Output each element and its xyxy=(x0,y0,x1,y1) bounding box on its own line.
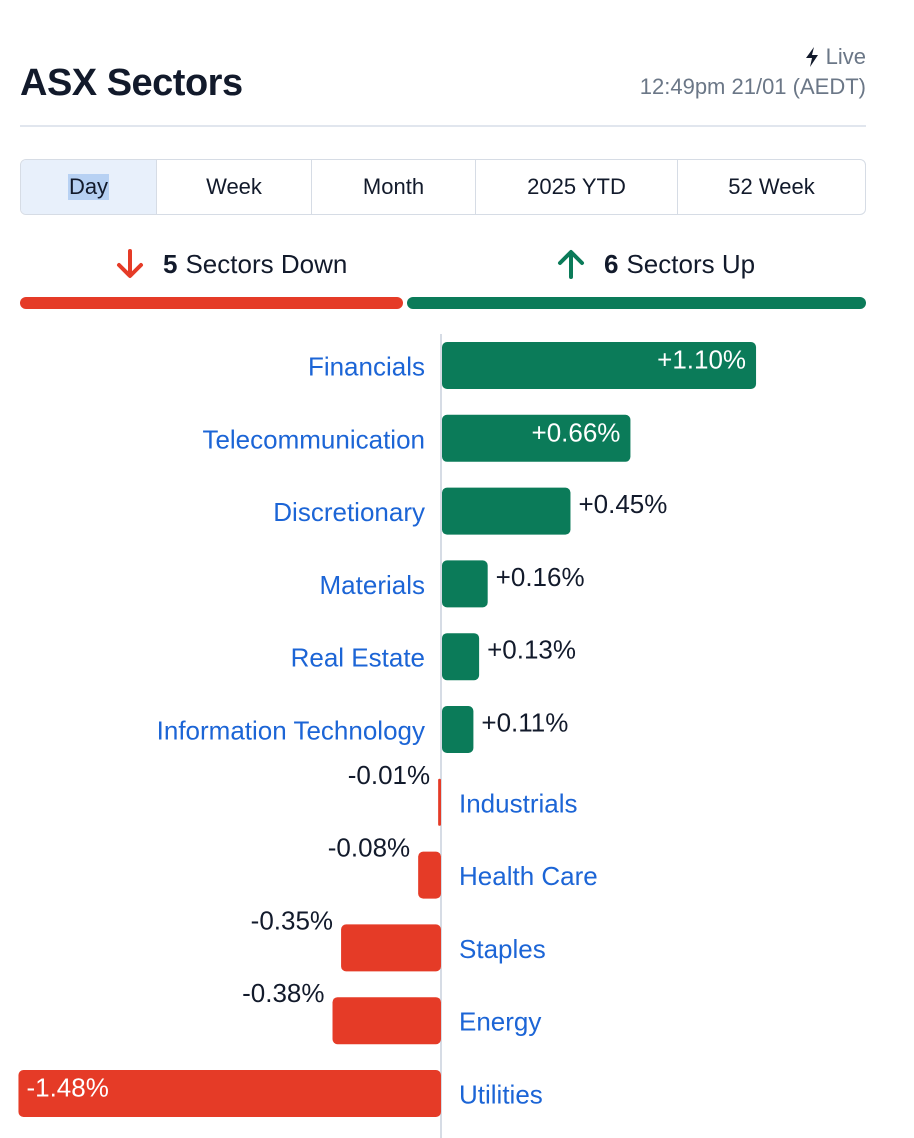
arrow-up-icon xyxy=(556,248,586,280)
timestamp: 12:49pm 21/01 (AEDT) xyxy=(639,74,866,99)
tab-label: 52 Week xyxy=(728,174,815,199)
tab-day[interactable]: Day xyxy=(21,160,157,214)
sector-label[interactable]: Information Technology xyxy=(157,716,425,746)
tab-label: Month xyxy=(362,174,425,199)
sectors-down-count: 5 xyxy=(163,248,178,279)
period-tabs: Day Week Month 2025 YTD 52 Week xyxy=(20,159,866,215)
sectors-up-label: Sectors Up xyxy=(626,248,756,279)
arrow-down-icon xyxy=(115,248,145,280)
sectors-up-count: 6 xyxy=(604,248,619,279)
sector-bar xyxy=(442,414,631,462)
sector-label[interactable]: Health Care xyxy=(459,861,598,891)
tab-2025-ytd[interactable]: 2025 YTD xyxy=(476,160,678,214)
tab-month[interactable]: Month xyxy=(312,160,476,214)
sectors-down-summary: 5 Sectors Down xyxy=(115,248,347,280)
tab-52-week[interactable]: 52 Week xyxy=(678,160,865,214)
tab-label: 2025 YTD xyxy=(527,174,626,199)
value-label: +0.11% xyxy=(481,708,568,738)
sector-bar xyxy=(438,778,441,826)
live-label: Live xyxy=(825,44,866,69)
header-divider xyxy=(20,125,866,127)
value-label: -1.48% xyxy=(26,1073,108,1103)
sector-label[interactable]: Energy xyxy=(459,1007,541,1037)
sector-bar xyxy=(332,997,441,1045)
tab-week[interactable]: Week xyxy=(157,160,312,214)
live-indicator: Live xyxy=(804,44,866,70)
sector-bar xyxy=(442,560,488,608)
sector-label[interactable]: Financials xyxy=(308,352,425,382)
sector-label[interactable]: Real Estate xyxy=(291,643,425,673)
page-title: ASX Sectors xyxy=(20,62,243,104)
sector-label[interactable]: Materials xyxy=(320,570,425,600)
value-label: +1.10% xyxy=(657,345,746,375)
sector-bar xyxy=(418,851,441,899)
sector-label[interactable]: Telecommunication xyxy=(202,424,425,454)
sector-bar xyxy=(442,633,480,681)
sectors-up-summary: 6 Sectors Up xyxy=(556,248,755,280)
value-label: +0.16% xyxy=(496,562,585,592)
sector-bar xyxy=(18,1070,442,1117)
sector-bar xyxy=(341,924,441,972)
sector-label[interactable]: Utilities xyxy=(459,1080,543,1110)
sectors-up-ratio-bar xyxy=(406,297,866,309)
sector-bar xyxy=(442,342,757,389)
value-label: -0.01% xyxy=(348,760,430,790)
value-label: -0.38% xyxy=(242,978,324,1008)
sector-label[interactable]: Discretionary xyxy=(273,497,425,527)
value-label: +0.66% xyxy=(532,417,621,447)
value-label: +0.13% xyxy=(487,635,576,665)
sectors-down-label: Sectors Down xyxy=(185,248,348,279)
sector-label[interactable]: Industrials xyxy=(459,788,578,818)
sectors-down-ratio-bar xyxy=(20,297,403,309)
sector-label[interactable]: Staples xyxy=(459,934,546,964)
tab-label: Day xyxy=(67,174,110,200)
sector-bar xyxy=(442,487,571,535)
value-label: -0.35% xyxy=(251,905,333,935)
tab-label: Week xyxy=(206,174,262,199)
value-label: +0.45% xyxy=(578,489,667,519)
value-label: -0.08% xyxy=(328,833,410,863)
lightning-icon xyxy=(804,46,820,68)
sector-bar xyxy=(442,706,474,753)
